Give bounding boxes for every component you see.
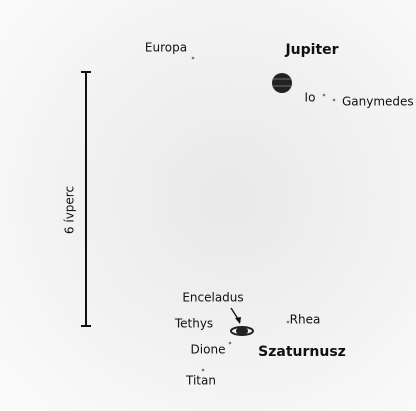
moon-dot [192, 57, 195, 60]
planet-label: Jupiter [284, 42, 338, 58]
moon-dot [229, 342, 232, 345]
moon-label: Io [305, 91, 316, 105]
moon-label: Europa [145, 41, 187, 55]
saturn-disk [236, 327, 248, 335]
moon-dot [202, 369, 205, 372]
moon-dot [333, 99, 336, 102]
scale-label: 6 ívperc [63, 186, 77, 234]
moon-label: Dione [191, 343, 226, 357]
moon-dot [323, 94, 326, 97]
moon-label: Titan [185, 374, 216, 388]
moon-label: Rhea [290, 313, 321, 327]
jupiter-disk [272, 73, 292, 93]
astro-image: 6 ívperc Jupiter Europa Io Ganymedes Enc… [0, 0, 416, 411]
moon-label: Tethys [174, 317, 213, 331]
planet-label: Szaturnusz [258, 344, 346, 360]
moon-label: Ganymedes [342, 95, 414, 109]
moon-label: Enceladus [182, 291, 243, 305]
